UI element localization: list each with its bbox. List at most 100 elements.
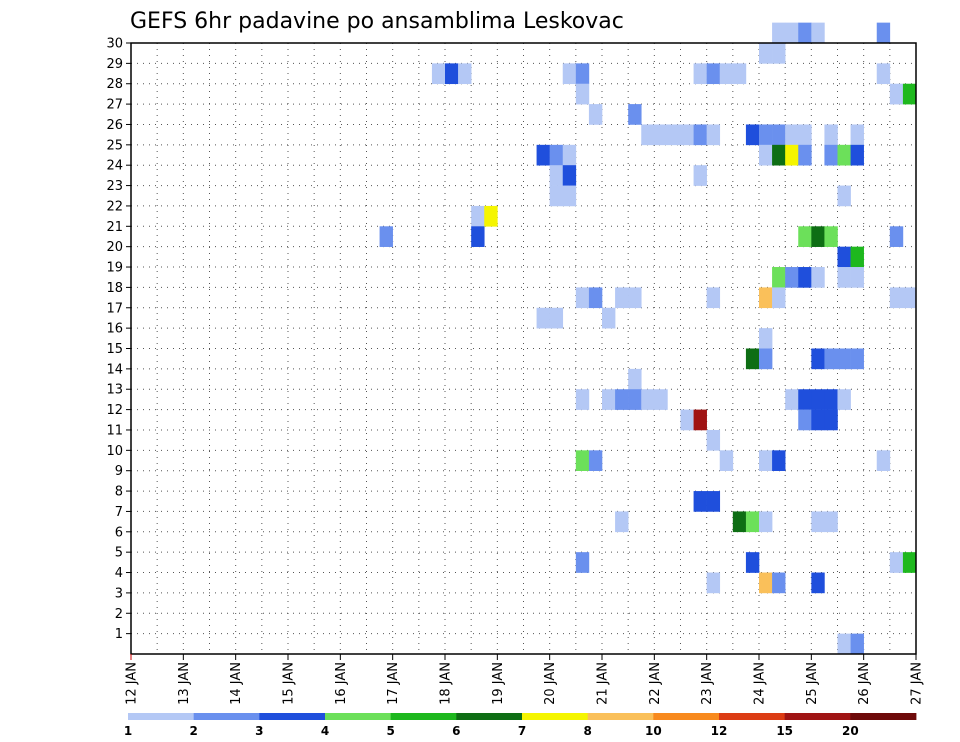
precip-cell xyxy=(693,124,707,146)
x-tick-label: 21 JAN xyxy=(596,662,611,705)
x-tick-label: 17 JAN xyxy=(386,662,401,705)
x-tick-label: 15 JAN xyxy=(282,662,297,705)
precip-cell xyxy=(837,348,851,370)
precip-cell xyxy=(641,389,655,410)
y-tick-label: 1 xyxy=(115,627,123,642)
y-tick-label: 5 xyxy=(115,546,123,561)
precip-cell xyxy=(798,124,812,146)
x-tick-label: 13 JAN xyxy=(177,662,192,705)
precip-cell xyxy=(745,348,760,370)
y-axis-ticks: 1234567891011121314151617181920212223242… xyxy=(106,37,131,642)
x-tick-label: 18 JAN xyxy=(439,662,454,705)
precip-cell xyxy=(471,226,485,247)
precip-cell xyxy=(628,287,642,309)
legend-swatch xyxy=(587,713,654,720)
precip-cell xyxy=(850,348,864,370)
precip-cell xyxy=(850,124,864,146)
precip-cell xyxy=(824,348,838,370)
y-tick-label: 4 xyxy=(115,566,123,581)
y-tick-label: 28 xyxy=(106,77,123,92)
legend-label: 10 xyxy=(645,724,662,738)
precip-cell xyxy=(628,368,642,390)
precip-cell xyxy=(575,287,590,309)
precip-cell xyxy=(706,287,721,309)
x-tick-label: 12 JAN xyxy=(125,662,140,705)
y-tick-label: 3 xyxy=(115,586,123,601)
precip-cell xyxy=(536,307,550,329)
precip-cell xyxy=(798,389,812,410)
precip-cell xyxy=(693,491,707,512)
legend-label: 7 xyxy=(518,724,526,738)
precip-cell xyxy=(471,205,485,227)
x-tick-label: 27 JAN xyxy=(910,662,925,705)
precip-cell xyxy=(902,287,917,309)
precip-cell xyxy=(785,267,799,288)
precip-cell xyxy=(850,246,864,268)
y-tick-label: 18 xyxy=(106,281,123,296)
precip-cell xyxy=(798,22,812,44)
precip-cell xyxy=(876,63,891,85)
precip-cell xyxy=(732,63,747,85)
precip-cell xyxy=(837,633,851,655)
precip-cell xyxy=(575,83,590,105)
precip-cell xyxy=(759,287,773,309)
precip-cell xyxy=(798,144,812,166)
precip-cell xyxy=(876,450,891,471)
x-tick-label: 24 JAN xyxy=(753,662,768,705)
precip-cell xyxy=(706,572,721,594)
precip-cell xyxy=(772,22,786,44)
legend-swatch xyxy=(850,713,917,720)
y-tick-label: 8 xyxy=(115,485,123,500)
precip-cell xyxy=(824,389,838,410)
precip-cell xyxy=(889,287,904,309)
legend-label: 15 xyxy=(776,724,793,738)
x-axis-ticks: 12 JAN 13 JAN 14 JAN 15 JAN 16 JAN 17 JAN 18 J… xyxy=(125,654,925,705)
precip-cell xyxy=(575,389,590,410)
x-tick-label: 23 JAN xyxy=(700,662,715,705)
precip-cell xyxy=(732,511,747,533)
y-tick-label: 30 xyxy=(106,37,123,52)
precip-cell xyxy=(785,22,799,44)
precip-cell xyxy=(680,124,694,146)
legend-label: 8 xyxy=(583,724,591,738)
precip-cell xyxy=(445,63,459,85)
precip-cell xyxy=(562,144,577,166)
legend-label: 1 xyxy=(124,724,132,738)
precip-cell xyxy=(811,389,825,410)
y-tick-label: 20 xyxy=(106,240,123,255)
precip-cell xyxy=(798,226,812,247)
legend-label: 2 xyxy=(189,724,197,738)
precip-cell xyxy=(837,144,851,166)
precip-cell xyxy=(549,185,564,207)
precip-cell xyxy=(719,450,734,471)
y-tick-label: 6 xyxy=(115,525,123,540)
chart-title: GEFS 6hr padavine po ansamblima Leskovac xyxy=(130,9,624,34)
precip-cell xyxy=(379,226,393,247)
precip-cell xyxy=(850,144,864,166)
precip-cell xyxy=(549,144,564,166)
precip-cell xyxy=(759,450,773,471)
precip-cell xyxy=(824,144,838,166)
legend-label: 4 xyxy=(321,724,329,738)
precip-cell xyxy=(745,124,760,146)
precip-cell xyxy=(824,226,838,247)
precip-cell xyxy=(667,124,681,146)
precip-cell xyxy=(876,22,891,44)
legend-label: 12 xyxy=(711,724,728,738)
precip-cell xyxy=(719,63,734,85)
precip-cell xyxy=(431,63,446,85)
legend-swatch xyxy=(128,713,195,720)
y-tick-label: 9 xyxy=(115,464,123,479)
precip-cell xyxy=(811,409,825,431)
y-tick-label: 16 xyxy=(106,322,123,337)
precip-cell xyxy=(785,124,799,146)
precip-cell xyxy=(772,124,786,146)
precip-cell xyxy=(680,409,694,431)
precip-cell xyxy=(850,267,864,288)
y-tick-label: 21 xyxy=(106,220,123,235)
precip-cell xyxy=(706,124,721,146)
precip-cell xyxy=(785,144,799,166)
y-tick-label: 17 xyxy=(106,301,123,316)
x-tick-label: 19 JAN xyxy=(491,662,506,705)
precip-cell xyxy=(549,307,564,329)
